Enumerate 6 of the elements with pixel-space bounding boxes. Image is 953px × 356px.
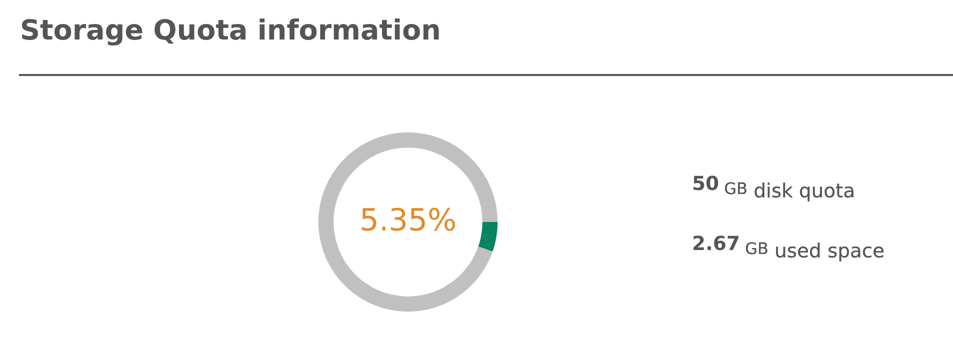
donut-slice [478, 222, 498, 252]
text: 5.35% [362, 208, 455, 231]
text: 2.67 GB used space [694, 236, 884, 262]
text: 50 GB disk quota [694, 176, 854, 202]
donut-slice [318, 132, 498, 312]
chart-title: Storage Quota information [22, 18, 439, 46]
